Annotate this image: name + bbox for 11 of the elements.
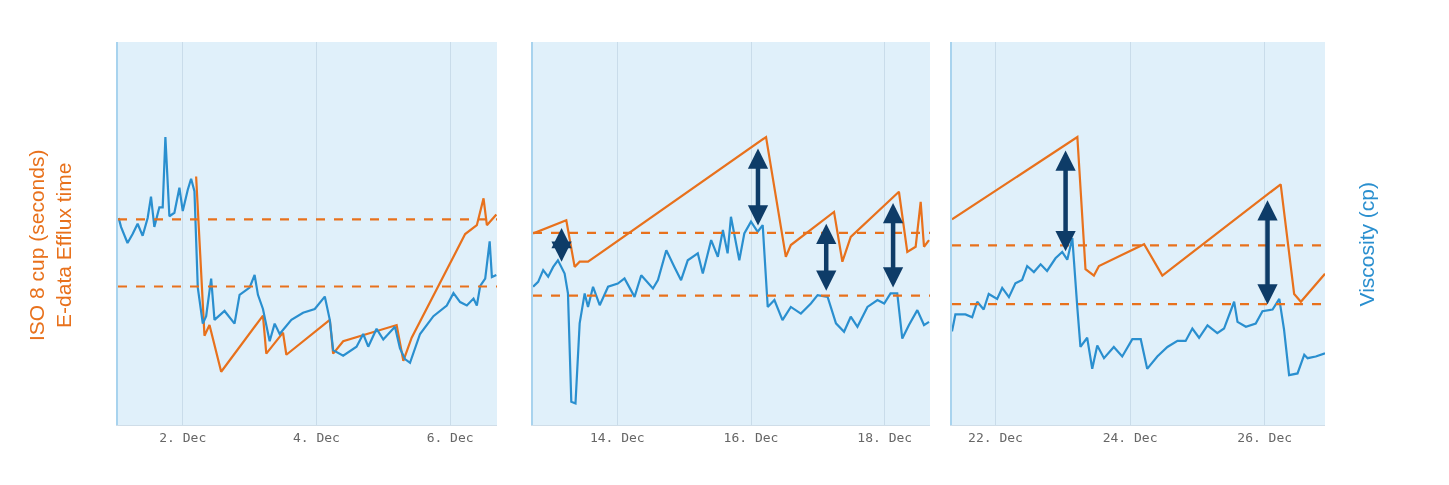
x-tick-label: 18. Dec: [857, 429, 913, 445]
x-tick-label: 2. Dec: [159, 429, 207, 445]
x-tick-label: 14. Dec: [589, 429, 645, 445]
x-tick-label: 6. Dec: [426, 429, 474, 445]
y-axis-title: ISO 8 cup (seconds) E-data Efflux time: [25, 149, 76, 341]
x-tick-label: 4. Dec: [292, 429, 340, 445]
x-tick-label: 26. Dec: [1237, 429, 1293, 445]
x-tick-label: 24. Dec: [1102, 429, 1158, 445]
x-tick-label: 22. Dec: [968, 429, 1023, 445]
y2-axis-title: Viscosity (cp): [1354, 182, 1378, 307]
x-tick-label: 16. Dec: [723, 429, 779, 445]
